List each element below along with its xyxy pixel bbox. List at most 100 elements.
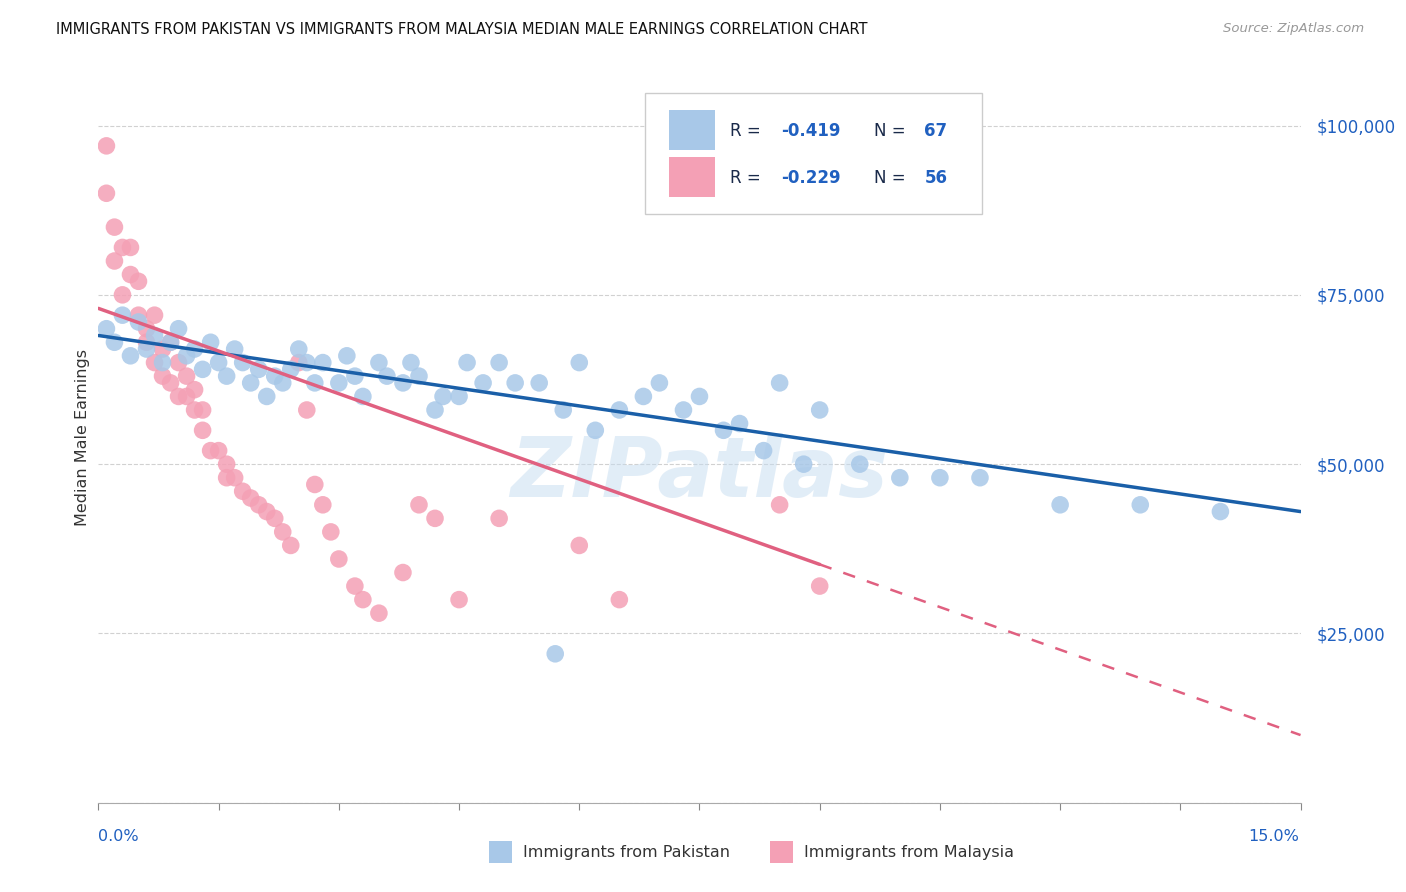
- Point: [752, 443, 775, 458]
- Point: [96, 139, 118, 153]
- Point: [456, 355, 478, 369]
- Point: [176, 389, 198, 403]
- Point: [120, 240, 142, 254]
- FancyBboxPatch shape: [645, 94, 981, 214]
- Text: IMMIGRANTS FROM PAKISTAN VS IMMIGRANTS FROM MALAYSIA MEDIAN MALE EARNINGS CORREL: IMMIGRANTS FROM PAKISTAN VS IMMIGRANTS F…: [56, 22, 868, 37]
- Point: [488, 355, 510, 369]
- Point: [208, 443, 231, 458]
- Point: [167, 355, 190, 369]
- Point: [191, 423, 214, 437]
- FancyBboxPatch shape: [489, 841, 512, 863]
- Point: [768, 376, 790, 390]
- Point: [128, 308, 150, 322]
- Point: [713, 423, 735, 437]
- Point: [336, 349, 359, 363]
- Point: [128, 315, 150, 329]
- Y-axis label: Median Male Earnings: Median Male Earnings: [75, 349, 90, 525]
- Point: [609, 592, 631, 607]
- Point: [399, 355, 422, 369]
- Point: [1129, 498, 1152, 512]
- Point: [224, 471, 246, 485]
- Point: [423, 511, 446, 525]
- Point: [111, 240, 134, 254]
- Point: [167, 389, 190, 403]
- Point: [208, 355, 231, 369]
- Point: [849, 457, 872, 471]
- Point: [368, 355, 391, 369]
- FancyBboxPatch shape: [669, 157, 716, 197]
- Point: [135, 322, 157, 336]
- Point: [328, 376, 350, 390]
- Point: [183, 383, 205, 397]
- Point: [529, 376, 551, 390]
- Point: [200, 443, 222, 458]
- Point: [135, 335, 157, 350]
- Point: [232, 484, 254, 499]
- Point: [503, 376, 526, 390]
- Point: [423, 403, 446, 417]
- Point: [224, 342, 246, 356]
- Point: [103, 335, 125, 350]
- Point: [688, 389, 710, 403]
- Text: 56: 56: [924, 169, 948, 187]
- Point: [568, 538, 591, 552]
- Point: [447, 389, 470, 403]
- Point: [120, 268, 142, 282]
- FancyBboxPatch shape: [669, 110, 716, 151]
- Point: [304, 376, 326, 390]
- Point: [808, 579, 831, 593]
- Point: [256, 389, 278, 403]
- Point: [328, 552, 350, 566]
- Point: [368, 606, 391, 620]
- Text: N =: N =: [873, 169, 911, 187]
- Point: [288, 355, 311, 369]
- Point: [544, 647, 567, 661]
- Point: [312, 355, 335, 369]
- Point: [488, 511, 510, 525]
- Text: R =: R =: [730, 169, 765, 187]
- Text: 0.0%: 0.0%: [98, 830, 139, 844]
- Point: [191, 403, 214, 417]
- Point: [969, 471, 991, 485]
- Point: [280, 362, 302, 376]
- Point: [271, 376, 294, 390]
- FancyBboxPatch shape: [770, 841, 793, 863]
- Point: [392, 566, 415, 580]
- Point: [648, 376, 671, 390]
- Point: [111, 308, 134, 322]
- Point: [472, 376, 495, 390]
- Point: [152, 342, 174, 356]
- Point: [183, 403, 205, 417]
- Point: [200, 335, 222, 350]
- Point: [96, 186, 118, 201]
- Point: [1049, 498, 1071, 512]
- Point: [128, 274, 150, 288]
- Point: [889, 471, 911, 485]
- Point: [176, 349, 198, 363]
- Point: [633, 389, 655, 403]
- Point: [176, 369, 198, 384]
- Point: [392, 376, 415, 390]
- Point: [304, 477, 326, 491]
- Point: [728, 417, 751, 431]
- Point: [408, 498, 430, 512]
- Text: Immigrants from Malaysia: Immigrants from Malaysia: [804, 846, 1014, 860]
- Point: [152, 355, 174, 369]
- Text: Source: ZipAtlas.com: Source: ZipAtlas.com: [1223, 22, 1364, 36]
- Point: [432, 389, 454, 403]
- Point: [247, 362, 270, 376]
- Point: [271, 524, 294, 539]
- Point: [280, 538, 302, 552]
- Point: [343, 579, 366, 593]
- Point: [215, 471, 238, 485]
- Point: [768, 498, 790, 512]
- Text: N =: N =: [873, 122, 911, 140]
- Text: Immigrants from Pakistan: Immigrants from Pakistan: [523, 846, 730, 860]
- Point: [143, 308, 166, 322]
- Point: [120, 349, 142, 363]
- Point: [288, 342, 311, 356]
- Point: [111, 288, 134, 302]
- Point: [143, 328, 166, 343]
- Point: [183, 342, 205, 356]
- Point: [568, 355, 591, 369]
